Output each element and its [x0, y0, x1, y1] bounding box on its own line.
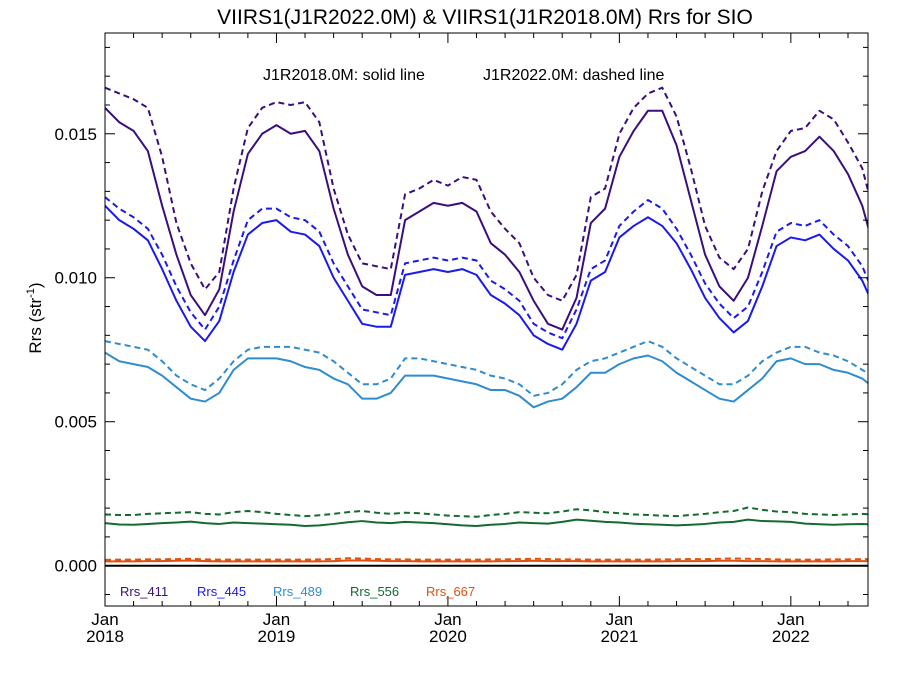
x-tick-year-label: 2021 — [600, 627, 638, 646]
legend-item-rrs-445: Rrs_445 — [197, 584, 246, 599]
axes: 0.0000.0050.0100.015Jan2018Jan2019Jan202… — [54, 32, 869, 646]
legend: Rrs_411 Rrs_445 Rrs_489 Rrs_556 Rrs_667 — [120, 584, 475, 599]
series-line-rrs-667-dashed — [105, 557, 868, 561]
series-line-rrs-556-dashed — [105, 506, 868, 518]
series-line-rrs-411-dashed — [105, 86, 868, 302]
series-line-rrs-445-dashed — [105, 196, 868, 340]
x-tick-month-label: Jan — [434, 610, 461, 629]
y-tick-label: 0.005 — [54, 413, 97, 432]
legend-item-rrs-411: Rrs_411 — [120, 584, 168, 599]
legend-item-rrs-556: Rrs_556 — [350, 584, 399, 599]
series-line-rrs-489-dashed — [105, 340, 868, 397]
x-tick-year-label: 2019 — [258, 627, 296, 646]
y-tick-label: 0.015 — [54, 125, 97, 144]
series-line-rrs-489-solid — [105, 351, 868, 409]
x-tick-month-label: Jan — [91, 610, 118, 629]
x-tick-month-label: Jan — [777, 610, 804, 629]
series-line-rrs-411-solid — [105, 107, 868, 331]
series-line-rrs-556-solid — [105, 518, 868, 527]
legend-item-rrs-667: Rrs_667 — [426, 584, 475, 599]
annotation-dashed-line: J1R2022.0M: dashed line — [483, 67, 665, 84]
x-tick-year-label: 2018 — [86, 627, 124, 646]
x-tick-year-label: 2020 — [429, 627, 467, 646]
chart-title: VIIRS1(J1R2022.0M) & VIIRS1(J1R2018.0M) … — [217, 6, 753, 29]
series-line-rrs-445-solid — [105, 205, 868, 351]
y-tick-label: 0.000 — [54, 557, 97, 576]
legend-item-rrs-489: Rrs_489 — [273, 584, 322, 599]
x-tick-year-label: 2022 — [772, 627, 810, 646]
y-axis-label: Rrs (str-1) — [25, 282, 45, 353]
series-line-rrs-667-solid — [105, 559, 868, 563]
x-tick-month-label: Jan — [606, 610, 633, 629]
y-tick-label: 0.010 — [54, 269, 97, 288]
x-tick-month-label: Jan — [263, 610, 290, 629]
plot-area — [105, 86, 868, 567]
annotation-solid-line: J1R2018.0M: solid line — [263, 67, 425, 84]
plot-frame — [104, 32, 869, 607]
